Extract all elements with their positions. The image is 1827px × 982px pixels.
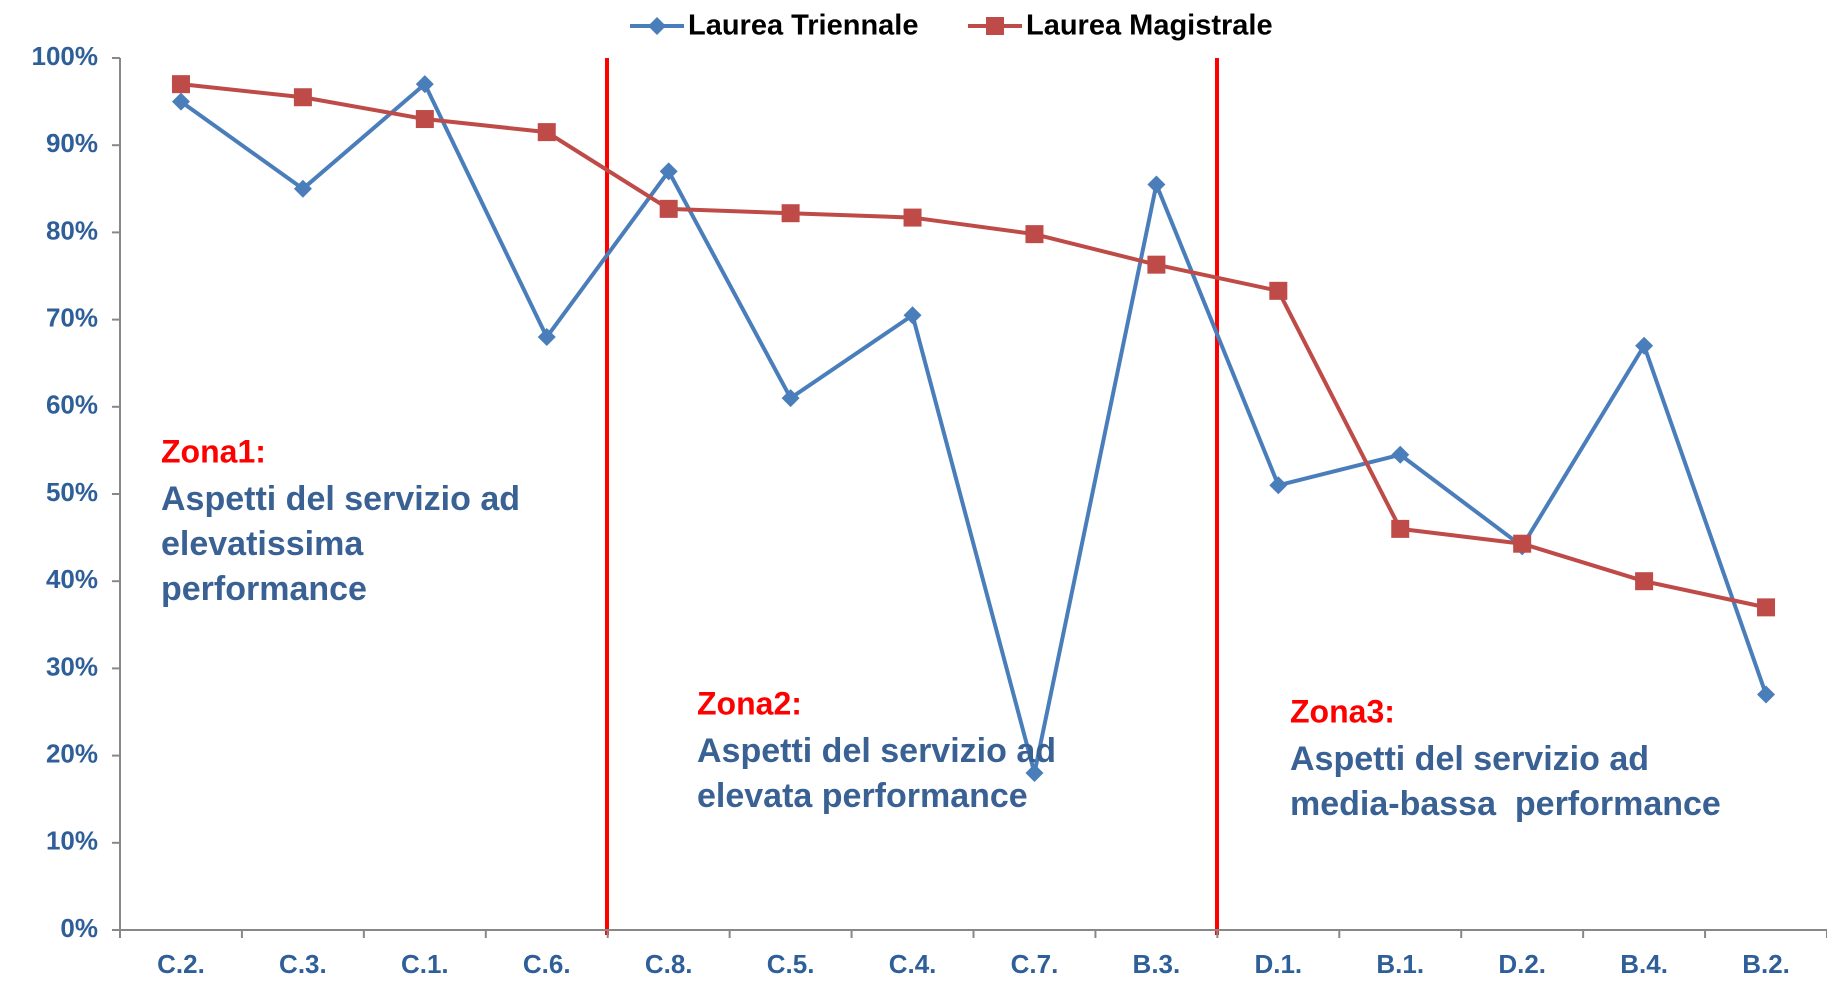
y-tick-label: 90% [46, 128, 98, 158]
y-tick-label: 70% [46, 302, 98, 332]
data-point [171, 92, 190, 111]
data-point [1513, 534, 1532, 553]
annotation-text: elevatissima [161, 525, 364, 563]
annotation-title: Zona2: [697, 685, 802, 721]
annotation-text: Aspetti del servizio ad [161, 480, 520, 518]
data-point [659, 199, 678, 218]
x-tick-label: C.1. [401, 949, 449, 979]
x-tick-label: C.2. [157, 949, 205, 979]
data-point [903, 306, 922, 325]
data-point [1635, 336, 1654, 355]
series-line [180, 82, 1767, 610]
y-tick-label: 60% [46, 390, 98, 420]
x-tick-label: B.1. [1376, 949, 1424, 979]
data-point [293, 88, 312, 107]
x-tick-label: C.7. [1011, 949, 1059, 979]
data-point [1757, 685, 1776, 704]
data-point [1147, 255, 1166, 274]
data-point [1025, 225, 1044, 244]
legend-marker [986, 17, 1004, 35]
data-point [537, 123, 556, 142]
data-point [903, 208, 922, 227]
x-tick-label: B.2. [1742, 949, 1790, 979]
y-tick-label: 30% [46, 651, 98, 681]
data-point [659, 162, 678, 181]
legend-label: Laurea Magistrale [1026, 10, 1273, 42]
series-line [179, 82, 1768, 776]
x-tick-label: C.3. [279, 949, 327, 979]
x-tick-label: C.6. [523, 949, 571, 979]
x-tick-label: B.4. [1620, 949, 1668, 979]
data-point [781, 389, 800, 408]
x-tick-label: C.8. [645, 949, 693, 979]
data-point [415, 110, 434, 129]
data-point [1391, 519, 1410, 538]
data-point [1635, 572, 1654, 591]
y-tick-label: 20% [46, 738, 98, 768]
data-point [293, 179, 312, 198]
y-tick-label: 80% [46, 215, 98, 245]
legend-marker [648, 17, 666, 35]
annotation-text: media-bassa performance [1290, 785, 1721, 823]
annotation-text: Aspetti del servizio ad [1290, 740, 1649, 778]
data-point [171, 75, 190, 94]
y-tick-label: 0% [60, 913, 98, 943]
x-tick-label: D.1. [1254, 949, 1302, 979]
x-tick-label: D.2. [1498, 949, 1546, 979]
annotation-text: Aspetti del servizio ad [697, 732, 1056, 770]
y-tick-label: 40% [46, 564, 98, 594]
data-point [1269, 476, 1288, 495]
x-tick-label: C.5. [767, 949, 815, 979]
annotation-text: performance [161, 570, 367, 608]
data-point [1025, 764, 1044, 783]
data-point [537, 328, 556, 347]
data-point [1147, 175, 1166, 194]
data-point [1757, 598, 1776, 617]
annotation-title: Zona3: [1290, 693, 1395, 729]
annotation-text: elevata performance [697, 777, 1028, 815]
x-tick-label: B.3. [1133, 949, 1181, 979]
data-point [415, 75, 434, 94]
annotation-title: Zona1: [161, 433, 266, 469]
x-tick-label: C.4. [889, 949, 937, 979]
y-tick-label: 100% [32, 41, 99, 71]
legend-label: Laurea Triennale [688, 10, 919, 42]
y-tick-label: 10% [46, 826, 98, 856]
data-point [1391, 445, 1410, 464]
data-point [1269, 281, 1288, 300]
data-point [781, 204, 800, 223]
y-tick-label: 50% [46, 477, 98, 507]
